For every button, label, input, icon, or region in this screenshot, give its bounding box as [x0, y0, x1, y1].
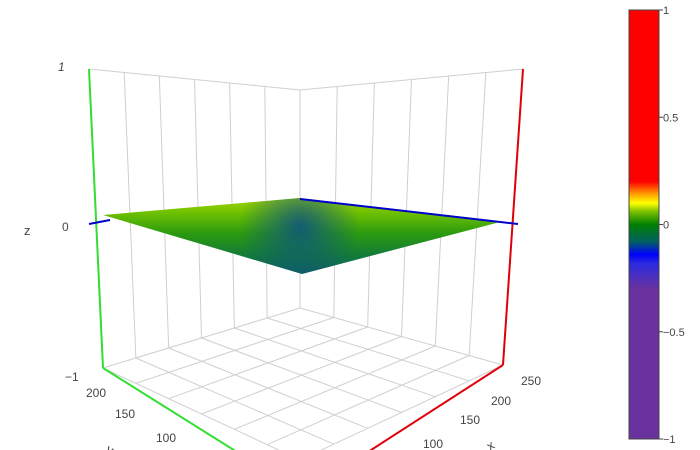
z-axis-line-left — [88, 68, 104, 369]
floor-gridline — [266, 355, 470, 446]
z-zero-line-right — [299, 198, 519, 225]
wall-right-gridline — [333, 86, 338, 318]
x-tick-200: 200 — [491, 394, 511, 408]
wall-right-gridline — [401, 79, 412, 337]
x-tick-250: 250 — [521, 374, 541, 388]
wall-right-gridline — [468, 72, 487, 356]
x-axis-title: x — [484, 437, 498, 450]
colorbar-bar — [628, 9, 660, 440]
x-tick-150: 150 — [460, 413, 480, 427]
colorbar[interactable]: 1 0.5 0 −0.5 −1 — [628, 5, 685, 446]
y-axis-title: y — [104, 441, 117, 450]
axis-lines — [88, 68, 524, 450]
z-tick-minus-1: −1 — [65, 370, 79, 384]
y-tick-150: 150 — [115, 407, 135, 421]
wall-right-gridline — [367, 82, 375, 328]
floor-gridline — [234, 345, 436, 430]
floor-grid — [102, 307, 504, 450]
axis-tick-labels: 1 0 −1 z 200 150 100 y 250 200 150 100 x — [24, 60, 541, 450]
z-axis-title: z — [24, 223, 31, 238]
z-tick-1: 1 — [58, 60, 65, 74]
floor-gridline — [320, 364, 504, 450]
y-tick-100: 100 — [156, 431, 176, 445]
z-axis-line-right — [502, 68, 524, 366]
wall-right-gridline — [434, 75, 450, 347]
z-zero-line-left — [88, 219, 111, 225]
colorbar-tick-label: 1 — [663, 5, 669, 17]
z-tick-0: 0 — [62, 220, 69, 234]
colorbar-ticks: 1 0.5 0 −0.5 −1 — [659, 5, 685, 446]
y-axis-line — [102, 367, 236, 450]
colorbar-tick-label: −0.5 — [663, 327, 685, 339]
colorbar-tick-label: −1 — [663, 434, 676, 446]
x-axis-line — [369, 364, 504, 450]
colorbar-tick-label: 0.5 — [663, 112, 678, 124]
x-tick-100: 100 — [423, 437, 443, 450]
colorbar-tick-label: 0 — [663, 220, 669, 232]
y-tick-200: 200 — [86, 386, 106, 400]
floor-gridline — [299, 307, 504, 366]
surface-dip — [103, 198, 500, 274]
